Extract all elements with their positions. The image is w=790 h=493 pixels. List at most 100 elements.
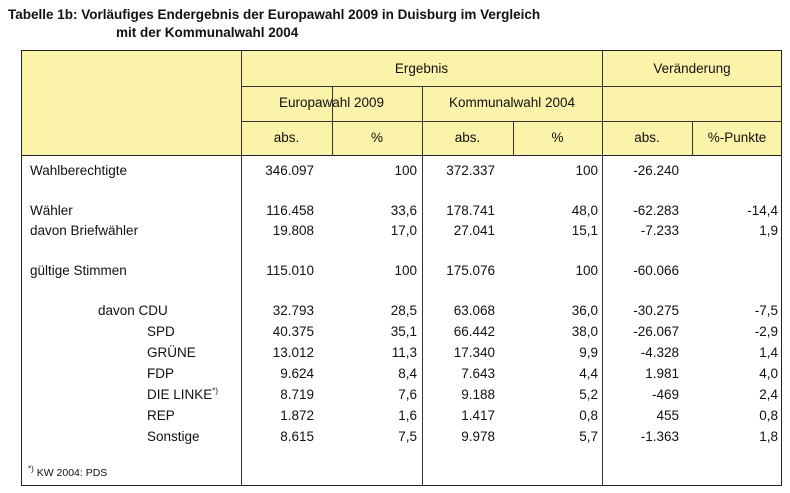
header-v-abs: abs.	[634, 130, 660, 145]
cell-v-pp: 1,9	[759, 223, 778, 238]
cell-kw-pct: 48,0	[571, 203, 598, 218]
header-kw-pct: %	[551, 130, 564, 145]
row-label-text: DIE LINKE	[147, 387, 213, 402]
cell-kw-abs: 27.041	[453, 223, 495, 238]
cell-kw-pct: 9,9	[579, 345, 598, 360]
cell-kw-pct: 5,2	[579, 387, 598, 402]
row-label: Sonstige	[147, 429, 200, 444]
footnote-marker: *)	[212, 386, 219, 396]
column-divider	[513, 121, 514, 156]
cell-ew-abs: 9.624	[280, 366, 314, 381]
results-table: Ergebnis Veränderung Europawahl 2009 Kom…	[21, 50, 782, 486]
cell-kw-pct: 5,7	[579, 429, 598, 444]
cell-v-pp: -14,4	[747, 203, 778, 218]
cell-kw-abs: 17.340	[453, 345, 495, 360]
row-label: FDP	[147, 366, 174, 381]
header-ergebnis: Ergebnis	[394, 61, 449, 76]
header-v-pp: %-Punkte	[707, 130, 767, 145]
title-line-2: mit der Kommunalwahl 2004	[116, 25, 299, 40]
header-europawahl: Europawahl 2009	[278, 95, 385, 110]
cell-kw-pct: 0,8	[579, 408, 598, 423]
cell-ew-pct: 7,5	[398, 429, 417, 444]
cell-v-pp: 4,0	[759, 366, 778, 381]
cell-ew-abs: 1.872	[280, 408, 314, 423]
cell-kw-pct: 4,4	[579, 366, 598, 381]
footnote-mark: *)	[28, 464, 34, 474]
row-label: Wähler	[30, 203, 73, 218]
cell-v-pp: -7,5	[754, 303, 778, 318]
row-label: SPD	[147, 324, 175, 339]
column-divider	[602, 51, 603, 485]
cell-kw-abs: 372.337	[446, 163, 495, 178]
cell-kw-abs: 178.741	[446, 203, 495, 218]
cell-ew-abs: 8.615	[280, 429, 314, 444]
cell-kw-abs: 63.068	[453, 303, 495, 318]
cell-ew-pct: 28,5	[390, 303, 417, 318]
cell-kw-pct: 100	[575, 163, 598, 178]
cell-v-pp: 1,4	[759, 345, 778, 360]
cell-kw-abs: 175.076	[446, 263, 495, 278]
row-label: GRÜNE	[147, 345, 196, 360]
row-label: gültige Stimmen	[30, 263, 127, 278]
cell-ew-pct: 100	[394, 163, 417, 178]
cell-v-abs: -7.233	[640, 223, 679, 238]
cell-ew-abs: 19.808	[272, 223, 314, 238]
cell-v-pp: 1,8	[759, 429, 778, 444]
cell-ew-pct: 35,1	[390, 324, 417, 339]
row-divider	[241, 121, 782, 122]
column-divider	[692, 121, 693, 156]
cell-ew-pct: 1,6	[398, 408, 417, 423]
cell-v-abs: -469	[651, 387, 679, 402]
cell-v-abs: -26.240	[633, 163, 679, 178]
cell-ew-pct: 11,3	[391, 345, 417, 360]
cell-kw-abs: 7.643	[461, 366, 495, 381]
cell-kw-pct: 36,0	[571, 303, 598, 318]
cell-v-abs: -60.066	[633, 263, 679, 278]
cell-v-abs: 1.981	[645, 366, 679, 381]
row-divider	[241, 86, 782, 87]
row-label: davon CDU	[98, 303, 168, 318]
column-divider	[241, 51, 242, 485]
cell-v-abs: -26.067	[633, 324, 679, 339]
cell-ew-pct: 8,4	[398, 366, 417, 381]
cell-ew-abs: 8.719	[280, 387, 314, 402]
table-title: Tabelle 1b: Vorläufiges Endergebnis der …	[8, 6, 540, 42]
cell-kw-pct: 100	[575, 263, 598, 278]
cell-ew-abs: 116.458	[266, 203, 314, 218]
title-line-1: Tabelle 1b: Vorläufiges Endergebnis der …	[8, 7, 541, 22]
cell-ew-pct: 100	[394, 263, 417, 278]
cell-kw-abs: 1.417	[461, 408, 495, 423]
row-label: DIE LINKE*)	[147, 387, 218, 403]
cell-ew-pct: 7,6	[398, 387, 417, 402]
header-kommunalwahl: Kommunalwahl 2004	[448, 95, 576, 110]
row-label: Wahlberechtigte	[30, 163, 128, 178]
table-header	[22, 51, 781, 156]
cell-v-pp: -2,9	[754, 324, 778, 339]
cell-v-abs: 455	[656, 408, 679, 423]
cell-kw-abs: 9.188	[461, 387, 495, 402]
footnote: *) KW 2004: PDS	[28, 464, 108, 479]
cell-kw-abs: 9.978	[461, 429, 495, 444]
header-ew-abs: abs.	[273, 130, 300, 145]
cell-kw-abs: 66.442	[453, 324, 495, 339]
cell-ew-abs: 32.793	[272, 303, 314, 318]
cell-v-abs: -30.275	[633, 303, 679, 318]
header-kw-abs: abs.	[454, 130, 481, 145]
cell-ew-abs: 13.012	[272, 345, 314, 360]
column-divider	[422, 86, 423, 485]
cell-v-abs: -4.328	[640, 345, 679, 360]
cell-v-pp: 2,4	[759, 387, 778, 402]
cell-ew-pct: 17,0	[390, 223, 417, 238]
row-label: REP	[147, 408, 175, 423]
cell-ew-abs: 346.097	[265, 163, 314, 178]
footnote-text: KW 2004: PDS	[33, 467, 108, 479]
cell-ew-abs: 40.375	[272, 324, 314, 339]
cell-ew-pct: 33,6	[390, 203, 417, 218]
header-veraenderung: Veränderung	[653, 61, 731, 76]
header-ew-pct: %	[370, 130, 383, 145]
cell-ew-abs: 115.010	[266, 263, 314, 278]
cell-v-abs: -1.363	[640, 429, 679, 444]
cell-kw-pct: 15,1	[571, 223, 598, 238]
cell-v-abs: -62.283	[633, 203, 679, 218]
row-label: davon Briefwähler	[30, 223, 139, 238]
